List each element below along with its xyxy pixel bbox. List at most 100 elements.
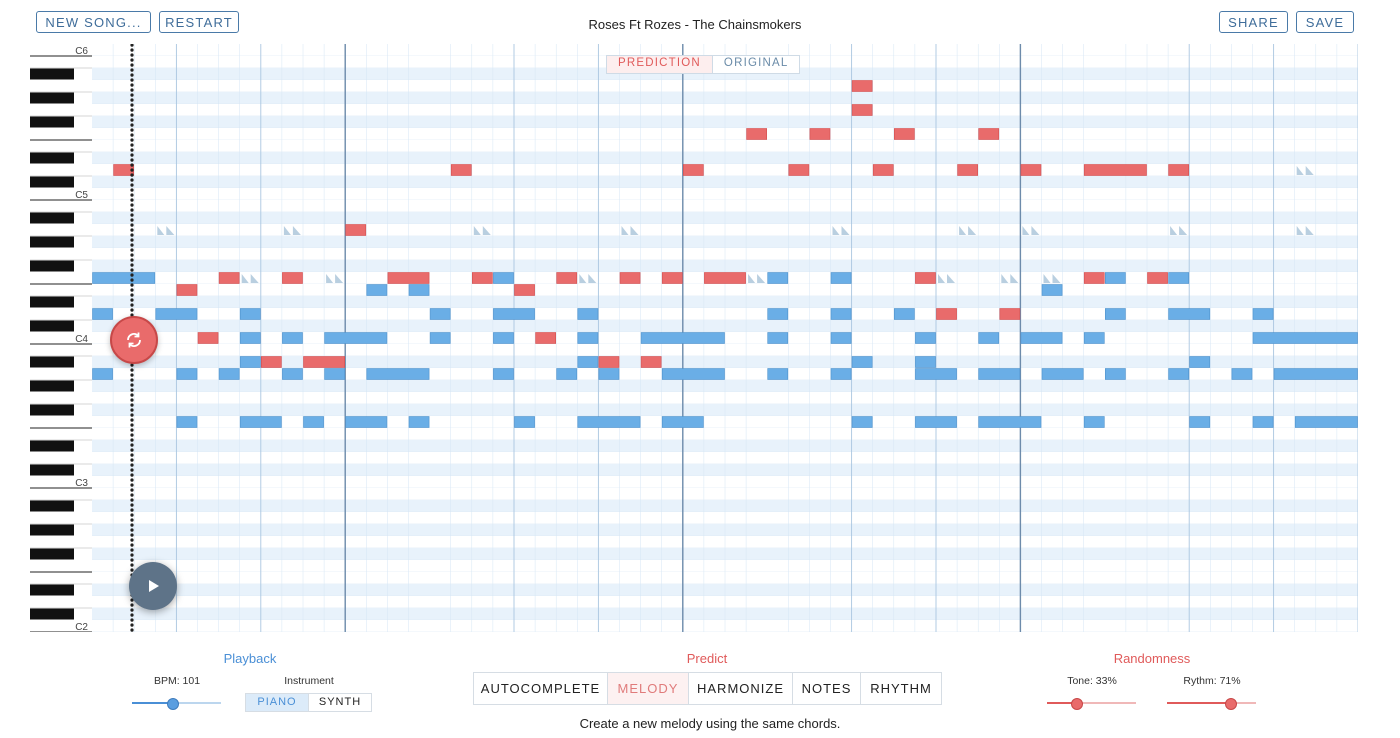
- original-note[interactable]: [893, 308, 915, 320]
- original-note[interactable]: [1104, 272, 1126, 284]
- piano-roll-canvas[interactable]: [92, 44, 1359, 633]
- prediction-note[interactable]: [471, 272, 493, 284]
- original-note[interactable]: [1273, 368, 1358, 380]
- original-note[interactable]: [577, 332, 599, 344]
- prediction-note[interactable]: [1020, 164, 1042, 176]
- original-note[interactable]: [830, 272, 852, 284]
- original-note[interactable]: [830, 332, 852, 344]
- prediction-note[interactable]: [197, 332, 219, 344]
- prediction-note[interactable]: [999, 308, 1021, 320]
- original-note[interactable]: [282, 368, 303, 380]
- original-note[interactable]: [1252, 308, 1274, 320]
- prediction-note[interactable]: [556, 272, 578, 284]
- original-note[interactable]: [640, 332, 725, 344]
- prediction-note[interactable]: [113, 164, 135, 176]
- black-key[interactable]: [30, 320, 74, 332]
- original-note[interactable]: [324, 368, 346, 380]
- prediction-note[interactable]: [704, 272, 746, 284]
- prediction-toggle[interactable]: PREDICTION: [607, 56, 712, 73]
- black-key[interactable]: [30, 68, 74, 80]
- original-note[interactable]: [429, 332, 451, 344]
- original-note[interactable]: [1168, 368, 1189, 380]
- prediction-note[interactable]: [851, 104, 873, 116]
- prediction-note[interactable]: [1083, 164, 1147, 176]
- bpm-slider-knob[interactable]: [167, 698, 180, 710]
- original-note[interactable]: [767, 368, 789, 380]
- original-note[interactable]: [1189, 356, 1211, 368]
- prediction-note[interactable]: [282, 272, 303, 284]
- black-key[interactable]: [30, 548, 74, 560]
- original-note[interactable]: [176, 416, 198, 428]
- prediction-note[interactable]: [661, 272, 683, 284]
- prediction-note[interactable]: [1083, 272, 1105, 284]
- prediction-note[interactable]: [261, 356, 282, 368]
- original-note[interactable]: [1083, 332, 1105, 344]
- original-note[interactable]: [366, 284, 388, 296]
- original-note[interactable]: [239, 332, 261, 344]
- original-note[interactable]: [92, 272, 156, 284]
- tone-slider-track[interactable]: [1047, 702, 1136, 704]
- original-note[interactable]: [324, 332, 388, 344]
- new-song-button[interactable]: NEW SONG...: [36, 11, 151, 33]
- prediction-note[interactable]: [682, 164, 704, 176]
- prediction-note[interactable]: [872, 164, 894, 176]
- original-note[interactable]: [661, 368, 725, 380]
- original-note[interactable]: [239, 308, 261, 320]
- original-note[interactable]: [577, 416, 641, 428]
- original-note[interactable]: [830, 308, 852, 320]
- original-note[interactable]: [345, 416, 388, 428]
- original-note[interactable]: [1168, 272, 1189, 284]
- black-key[interactable]: [30, 152, 74, 164]
- black-key[interactable]: [30, 500, 74, 512]
- original-note[interactable]: [1041, 284, 1063, 296]
- original-note[interactable]: [1083, 416, 1105, 428]
- prediction-note[interactable]: [809, 128, 831, 140]
- prediction-note[interactable]: [619, 272, 641, 284]
- original-note[interactable]: [303, 416, 324, 428]
- instrument-piano[interactable]: PIANO: [246, 694, 309, 711]
- black-key[interactable]: [30, 296, 74, 308]
- instrument-synth[interactable]: SYNTH: [318, 696, 362, 708]
- original-note[interactable]: [1041, 368, 1084, 380]
- original-toggle[interactable]: ORIGINAL: [711, 56, 800, 73]
- prediction-note[interactable]: [450, 164, 472, 176]
- original-note[interactable]: [915, 356, 936, 368]
- black-key[interactable]: [30, 236, 74, 248]
- prediction-note[interactable]: [788, 164, 810, 176]
- prediction-note[interactable]: [978, 128, 1000, 140]
- original-note[interactable]: [218, 368, 240, 380]
- play-button[interactable]: [129, 562, 177, 610]
- original-note[interactable]: [493, 332, 514, 344]
- tab-notes[interactable]: NOTES: [793, 673, 861, 704]
- prediction-note[interactable]: [598, 356, 620, 368]
- black-key[interactable]: [30, 380, 74, 392]
- prediction-note[interactable]: [746, 128, 767, 140]
- black-key[interactable]: [30, 608, 74, 620]
- original-note[interactable]: [408, 284, 430, 296]
- regenerate-button[interactable]: [110, 316, 158, 364]
- original-note[interactable]: [1168, 308, 1211, 320]
- original-note[interactable]: [830, 368, 852, 380]
- original-note[interactable]: [915, 368, 957, 380]
- original-note[interactable]: [915, 332, 936, 344]
- original-note[interactable]: [429, 308, 451, 320]
- original-note[interactable]: [915, 416, 957, 428]
- original-note[interactable]: [556, 368, 578, 380]
- restart-button[interactable]: RESTART: [159, 11, 239, 33]
- black-key[interactable]: [30, 116, 74, 128]
- original-note[interactable]: [282, 332, 303, 344]
- piano-roll-grid[interactable]: [92, 44, 1359, 633]
- save-button[interactable]: SAVE: [1296, 11, 1354, 33]
- prediction-note[interactable]: [387, 272, 430, 284]
- original-note[interactable]: [851, 416, 873, 428]
- original-note[interactable]: [767, 272, 789, 284]
- instrument-selector[interactable]: PIANO SYNTH: [245, 693, 372, 712]
- original-note[interactable]: [408, 416, 430, 428]
- tab-rhythm[interactable]: RHYTHM: [870, 681, 932, 696]
- original-note[interactable]: [577, 356, 599, 368]
- original-note[interactable]: [767, 332, 789, 344]
- original-note[interactable]: [978, 368, 1021, 380]
- original-note[interactable]: [366, 368, 430, 380]
- original-note[interactable]: [1294, 416, 1358, 428]
- share-button[interactable]: SHARE: [1219, 11, 1288, 33]
